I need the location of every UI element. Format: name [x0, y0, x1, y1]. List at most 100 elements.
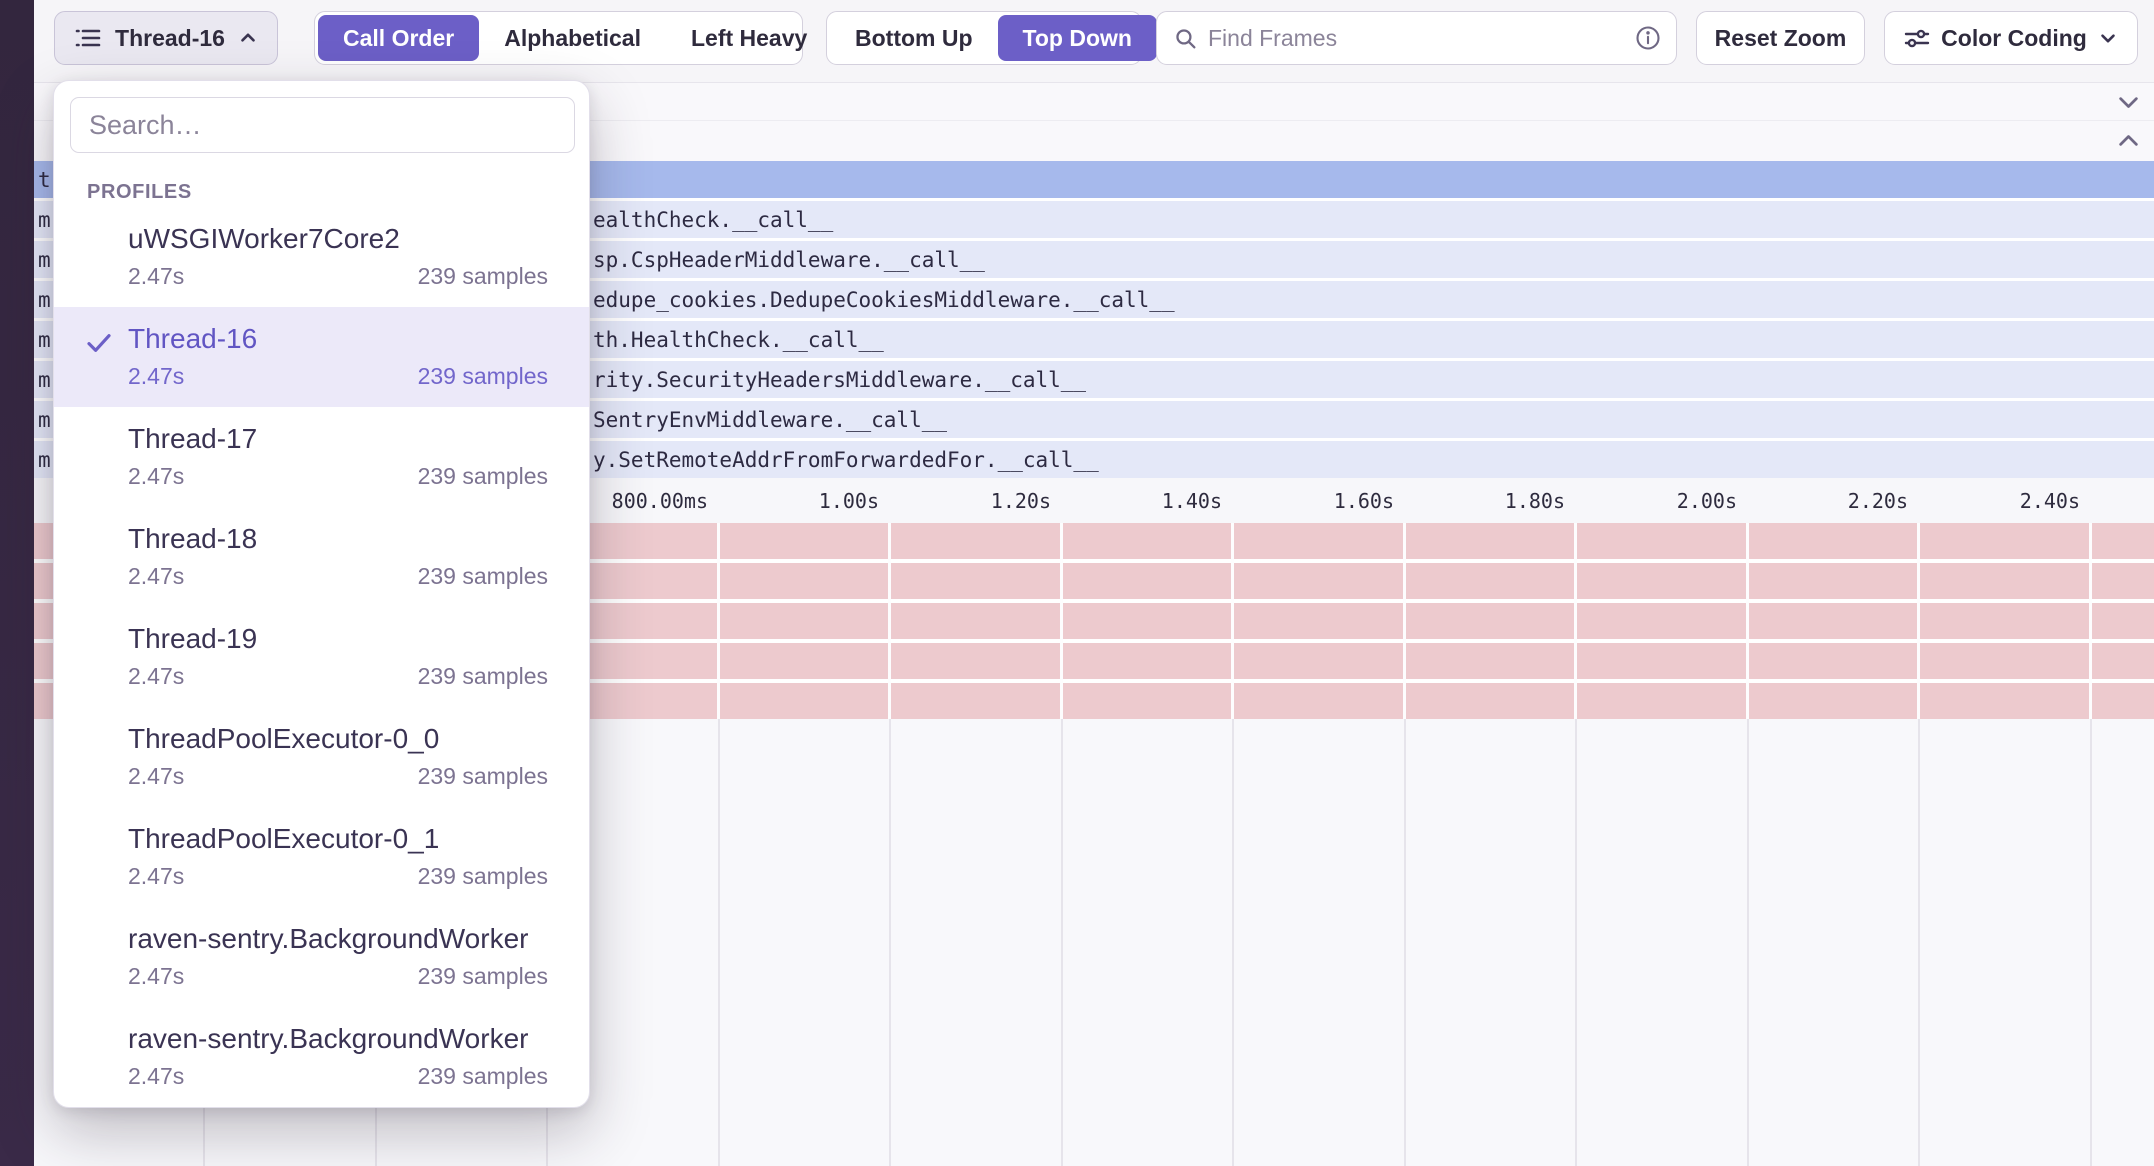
profile-name: Thread-18: [128, 523, 258, 554]
color-coding-button[interactable]: Color Coding: [1884, 11, 2138, 65]
profile-option[interactable]: ThreadPoolExecutor-0_1 2.47s 239 samples: [54, 807, 589, 907]
gridline: [2090, 719, 2092, 1166]
segment-bottom-up[interactable]: Bottom Up: [830, 15, 998, 61]
gridline: [1747, 719, 1749, 1166]
frame-label-left-fragment: m: [38, 407, 51, 432]
reset-zoom-button[interactable]: Reset Zoom: [1696, 11, 1865, 65]
profile-name: ThreadPoolExecutor-0_1: [128, 823, 440, 854]
gridline: [2089, 523, 2092, 719]
profile-sample-count: 239 samples: [417, 863, 548, 889]
profile-option[interactable]: Thread-19 2.47s 239 samples: [54, 607, 589, 707]
frame-label-left-fragment: m: [38, 367, 51, 392]
info-icon[interactable]: [1634, 24, 1662, 52]
gridline: [1403, 523, 1406, 719]
segment-alphabetical[interactable]: Alphabetical: [479, 15, 666, 61]
gridline: [1917, 523, 1920, 719]
gridline: [1575, 719, 1577, 1166]
profile-meta: 2.47s 239 samples: [128, 863, 548, 890]
chevron-down-icon[interactable]: [2115, 88, 2142, 115]
frame-label-right-fragment: y.SetRemoteAddrFromForwardedFor.__call__: [593, 447, 1099, 472]
frame-label-left-fragment: m: [38, 327, 51, 352]
search-icon: [1173, 26, 1198, 51]
frame-label-left-fragment: m: [38, 287, 51, 312]
profile-name: raven-sentry.BackgroundWorker: [128, 1023, 529, 1054]
profile-sample-count: 239 samples: [417, 1063, 548, 1089]
profile-name: uWSGIWorker7Core2: [128, 223, 400, 254]
frame-label-right-fragment: th.HealthCheck.__call__: [593, 327, 884, 352]
profile-meta: 2.47s 239 samples: [128, 763, 548, 790]
dropdown-search-input[interactable]: [70, 97, 575, 153]
profile-duration: 2.47s: [128, 663, 185, 689]
frame-label-right-fragment: rity.SecurityHeadersMiddleware.__call__: [593, 367, 1087, 392]
time-axis-tick-label: 1.80s: [1504, 488, 1565, 513]
find-frames-input[interactable]: [1208, 24, 1624, 52]
profile-duration: 2.47s: [128, 563, 185, 589]
toolbar: Thread-16 Call Order Alphabetical Left H…: [34, 0, 2154, 83]
profile-sample-count: 239 samples: [417, 463, 548, 489]
gridline: [1746, 523, 1749, 719]
profile-meta: 2.47s 239 samples: [128, 1063, 548, 1090]
time-axis-tick-label: 2.40s: [2019, 488, 2080, 513]
thread-selector-label: Thread-16: [115, 24, 225, 51]
segment-call-order[interactable]: Call Order: [318, 15, 480, 61]
gridline: [1231, 523, 1234, 719]
time-axis-tick-label: 1.60s: [1333, 488, 1394, 513]
profile-option-selected[interactable]: Thread-16 2.47s 239 samples: [54, 307, 589, 407]
profile-duration: 2.47s: [128, 463, 185, 489]
gridline: [1918, 719, 1920, 1166]
segment-left-heavy[interactable]: Left Heavy: [666, 15, 832, 61]
gridline: [1060, 523, 1063, 719]
profile-meta: 2.47s 239 samples: [128, 563, 548, 590]
chevron-down-icon: [2097, 27, 2119, 49]
app-sidebar-strip: [0, 0, 34, 1166]
profile-duration: 2.47s: [128, 963, 185, 989]
frame-label-left-fragment: m: [38, 247, 51, 272]
thread-list-icon: [73, 23, 103, 53]
profile-name: ThreadPoolExecutor-0_0: [128, 723, 440, 754]
frame-label-right-fragment: ealthCheck.__call__: [593, 207, 834, 232]
frame-label-left-fragment: m: [38, 207, 51, 232]
profile-duration: 2.47s: [128, 863, 185, 889]
profile-duration: 2.47s: [128, 1063, 185, 1089]
profile-meta: 2.47s 239 samples: [128, 963, 548, 990]
gridline: [1232, 719, 1234, 1166]
profile-sample-count: 239 samples: [417, 963, 548, 989]
gridline: [717, 523, 720, 719]
profile-option[interactable]: raven-sentry.BackgroundWorker 2.47s 239 sa…: [54, 907, 589, 1007]
profile-sample-count: 239 samples: [417, 363, 548, 389]
time-axis-tick-label: 1.20s: [990, 488, 1051, 513]
profile-option[interactable]: raven-sentry.BackgroundWorker 2.47s 239 sa…: [54, 1007, 589, 1107]
profile-option[interactable]: uWSGIWorker7Core2 2.47s 239 samples: [54, 207, 589, 307]
profile-name: Thread-17: [128, 423, 258, 454]
profile-name: Thread-19: [128, 623, 258, 654]
frame-label-left-fragment: t: [38, 167, 51, 192]
gridline: [718, 719, 720, 1166]
frame-label-right-fragment: edupe_cookies.DedupeCookiesMiddleware.__…: [593, 287, 1175, 312]
chevron-up-icon[interactable]: [2115, 128, 2142, 155]
frame-label-right-fragment: sp.CspHeaderMiddleware.__call__: [593, 247, 985, 272]
time-axis-tick-label: 2.00s: [1676, 488, 1737, 513]
profile-meta: 2.47s 239 samples: [128, 263, 548, 290]
sort-segmented-control: Call Order Alphabetical Left Heavy: [314, 11, 807, 65]
segment-top-down[interactable]: Top Down: [997, 15, 1157, 61]
check-icon: [83, 327, 115, 359]
find-frames-search: [1156, 11, 1677, 65]
frame-label-right-fragment: SentryEnvMiddleware.__call__: [593, 407, 948, 432]
profile-duration: 2.47s: [128, 363, 185, 389]
gridline: [1574, 523, 1577, 719]
profile-sample-count: 239 samples: [417, 763, 548, 789]
profile-option[interactable]: Thread-18 2.47s 239 samples: [54, 507, 589, 607]
thread-selector-dropdown: PROFILES uWSGIWorker7Core2 2.47s 239 sampl…: [53, 80, 590, 1108]
direction-segmented-control: Bottom Up Top Down: [826, 11, 1157, 65]
profile-option[interactable]: ThreadPoolExecutor-0_0 2.47s 239 samples: [54, 707, 589, 807]
gridline: [1061, 719, 1063, 1166]
profile-sample-count: 239 samples: [417, 563, 548, 589]
gridline: [1404, 719, 1406, 1166]
profile-duration: 2.47s: [128, 763, 185, 789]
chevron-up-icon: [237, 27, 259, 49]
gridline: [889, 719, 891, 1166]
time-axis-tick-label: 800.00ms: [611, 488, 708, 513]
profile-option[interactable]: Thread-17 2.47s 239 samples: [54, 407, 589, 507]
thread-selector-button[interactable]: Thread-16: [54, 11, 278, 65]
time-axis-tick-label: 1.40s: [1161, 488, 1222, 513]
